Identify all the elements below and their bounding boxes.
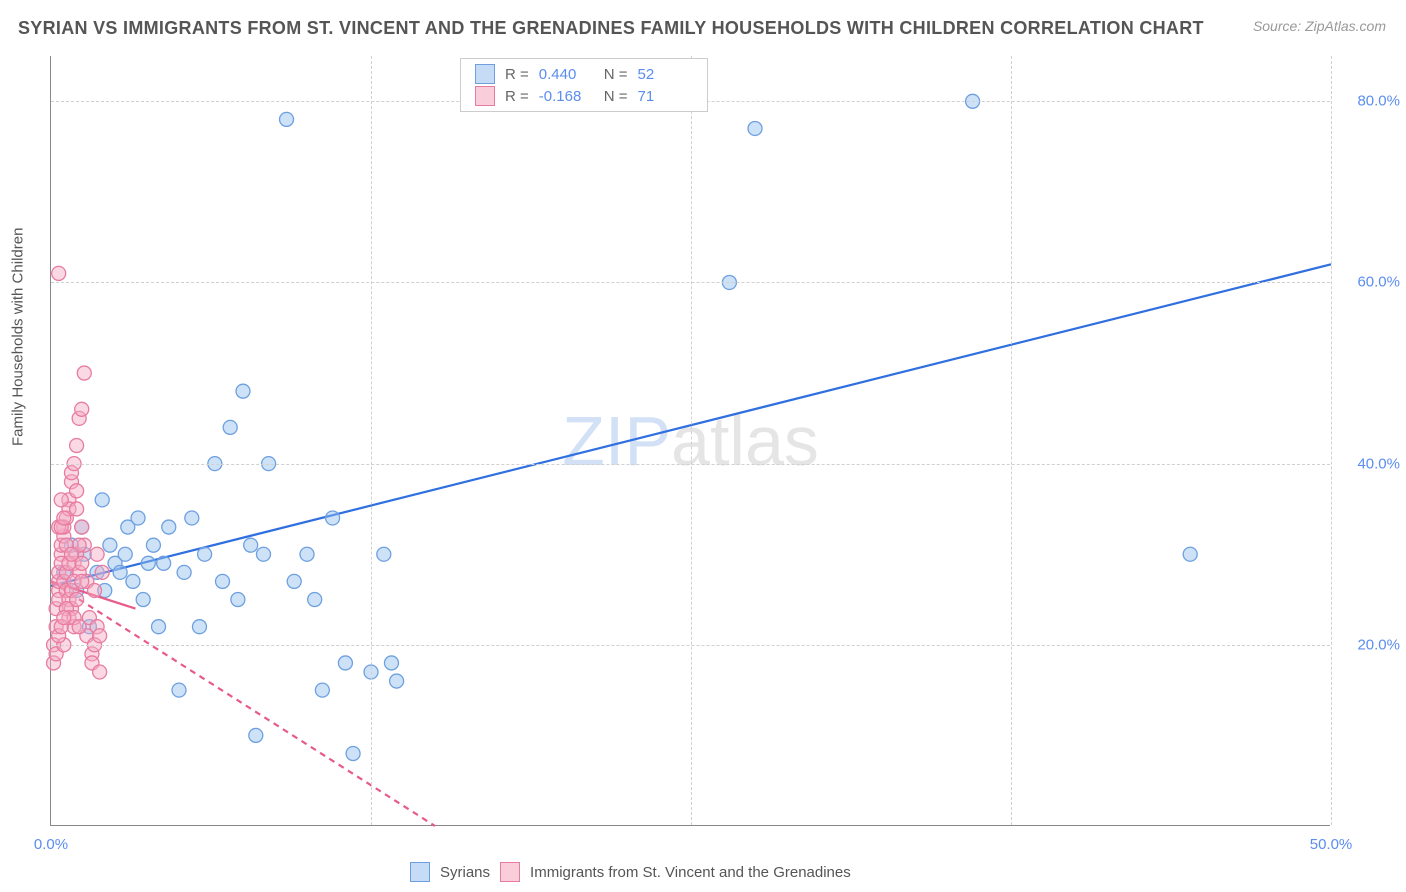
regression-line: [51, 581, 435, 826]
gridline-v: [691, 56, 692, 825]
legend-series: Syrians Immigrants from St. Vincent and t…: [410, 862, 851, 882]
x-tick-label: 50.0%: [1310, 836, 1353, 853]
data-point: [231, 593, 245, 607]
data-point: [384, 656, 398, 670]
legend-n-label: N =: [604, 88, 628, 105]
legend-n-label: N =: [604, 66, 628, 83]
plot-area: ZIPatlas 20.0%40.0%60.0%80.0%0.0%50.0%: [50, 56, 1330, 826]
chart-title: SYRIAN VS IMMIGRANTS FROM ST. VINCENT AN…: [18, 18, 1204, 39]
data-point: [141, 556, 155, 570]
data-point: [72, 620, 86, 634]
data-point: [88, 583, 102, 597]
gridline-v: [1011, 56, 1012, 825]
data-point: [126, 574, 140, 588]
data-point: [162, 520, 176, 534]
x-tick-label: 0.0%: [34, 836, 68, 853]
legend-series-label: Immigrants from St. Vincent and the Gren…: [530, 864, 851, 881]
legend-swatch: [500, 862, 520, 882]
data-point: [103, 538, 117, 552]
legend-correlation-row: R = -0.168 N = 71: [475, 86, 693, 106]
data-point: [57, 511, 71, 525]
legend-correlation: R = 0.440 N = 52 R = -0.168 N = 71: [460, 58, 708, 112]
data-point: [244, 538, 258, 552]
data-point: [390, 674, 404, 688]
legend-correlation-row: R = 0.440 N = 52: [475, 64, 693, 84]
data-point: [70, 439, 84, 453]
data-point: [280, 112, 294, 126]
data-point: [346, 747, 360, 761]
y-axis-label: Family Households with Children: [10, 228, 27, 446]
y-tick-label: 60.0%: [1340, 274, 1400, 291]
data-point: [90, 547, 104, 561]
data-point: [70, 484, 84, 498]
data-point: [70, 502, 84, 516]
y-tick-label: 20.0%: [1340, 636, 1400, 653]
data-point: [249, 728, 263, 742]
data-point: [185, 511, 199, 525]
legend-swatch: [475, 64, 495, 84]
data-point: [152, 620, 166, 634]
data-point: [57, 611, 71, 625]
data-point: [172, 683, 186, 697]
data-point: [118, 547, 132, 561]
data-point: [192, 620, 206, 634]
y-tick-label: 80.0%: [1340, 93, 1400, 110]
data-point: [136, 593, 150, 607]
data-point: [326, 511, 340, 525]
data-point: [157, 556, 171, 570]
data-point: [308, 593, 322, 607]
legend-n-value: 71: [638, 88, 693, 105]
data-point: [75, 574, 89, 588]
data-point: [223, 420, 237, 434]
data-point: [77, 366, 91, 380]
legend-swatch: [410, 862, 430, 882]
legend-series-label: Syrians: [440, 864, 490, 881]
data-point: [70, 593, 84, 607]
data-point: [113, 565, 127, 579]
gridline-v: [371, 56, 372, 825]
data-point: [95, 493, 109, 507]
data-point: [93, 665, 107, 679]
data-point: [377, 547, 391, 561]
data-point: [315, 683, 329, 697]
data-point: [177, 565, 191, 579]
data-point: [198, 547, 212, 561]
data-point: [748, 121, 762, 135]
data-point: [52, 266, 66, 280]
legend-r-value: -0.168: [539, 88, 594, 105]
data-point: [216, 574, 230, 588]
data-point: [287, 574, 301, 588]
y-tick-label: 40.0%: [1340, 455, 1400, 472]
data-point: [236, 384, 250, 398]
data-point: [64, 547, 78, 561]
data-point: [75, 402, 89, 416]
data-point: [131, 511, 145, 525]
data-point: [54, 493, 68, 507]
legend-swatch: [475, 86, 495, 106]
legend-r-value: 0.440: [539, 66, 594, 83]
legend-r-label: R =: [505, 88, 529, 105]
data-point: [1183, 547, 1197, 561]
source-label: Source: ZipAtlas.com: [1253, 18, 1386, 34]
data-point: [256, 547, 270, 561]
data-point: [93, 629, 107, 643]
legend-n-value: 52: [638, 66, 693, 83]
data-point: [95, 565, 109, 579]
data-point: [338, 656, 352, 670]
gridline-v: [1331, 56, 1332, 825]
data-point: [300, 547, 314, 561]
data-point: [146, 538, 160, 552]
data-point: [75, 520, 89, 534]
legend-r-label: R =: [505, 66, 529, 83]
